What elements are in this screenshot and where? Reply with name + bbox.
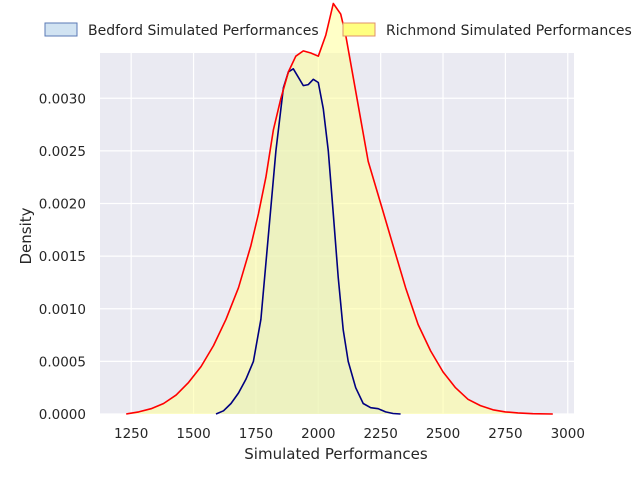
axis-ticks: 1250 1500 1750 2000 2250 2500 2750 3000 0.0000 0.… [39, 91, 585, 442]
x-axis-label: Simulated Performances [244, 445, 428, 463]
y-tick-label: 0.0000 [39, 407, 86, 423]
y-tick-label: 0.0015 [39, 249, 86, 265]
x-tick-label: 1750 [239, 426, 273, 442]
y-tick-label: 0.0030 [39, 91, 86, 107]
legend: Bedford Simulated Performances Richmond … [44, 22, 632, 39]
x-tick-label: 3000 [551, 426, 585, 442]
x-tick-label: 1500 [176, 426, 210, 442]
legend-swatch-bedford [44, 22, 78, 37]
richmond-simulated-performances-area [126, 3, 553, 414]
y-tick-label: 0.0020 [39, 197, 86, 213]
legend-swatch-richmond [342, 22, 376, 37]
x-tick-label: 2250 [363, 426, 397, 442]
y-axis-label: Density [17, 207, 35, 264]
x-tick-label: 2500 [426, 426, 460, 442]
legend-label-richmond: Richmond Simulated Performances [386, 23, 632, 39]
bedford-simulated-performances-line [215, 68, 401, 415]
y-tick-label: 0.0010 [39, 302, 86, 318]
y-tick-label: 0.0025 [39, 144, 86, 160]
x-tick-label: 2000 [301, 426, 335, 442]
density-series [126, 2, 553, 415]
x-tick-label: 1250 [114, 426, 148, 442]
legend-label-bedford: Bedford Simulated Performances [88, 23, 319, 39]
richmond-simulated-performances-line [126, 2, 553, 415]
y-tick-label: 0.0005 [39, 354, 86, 370]
x-tick-label: 2750 [488, 426, 522, 442]
